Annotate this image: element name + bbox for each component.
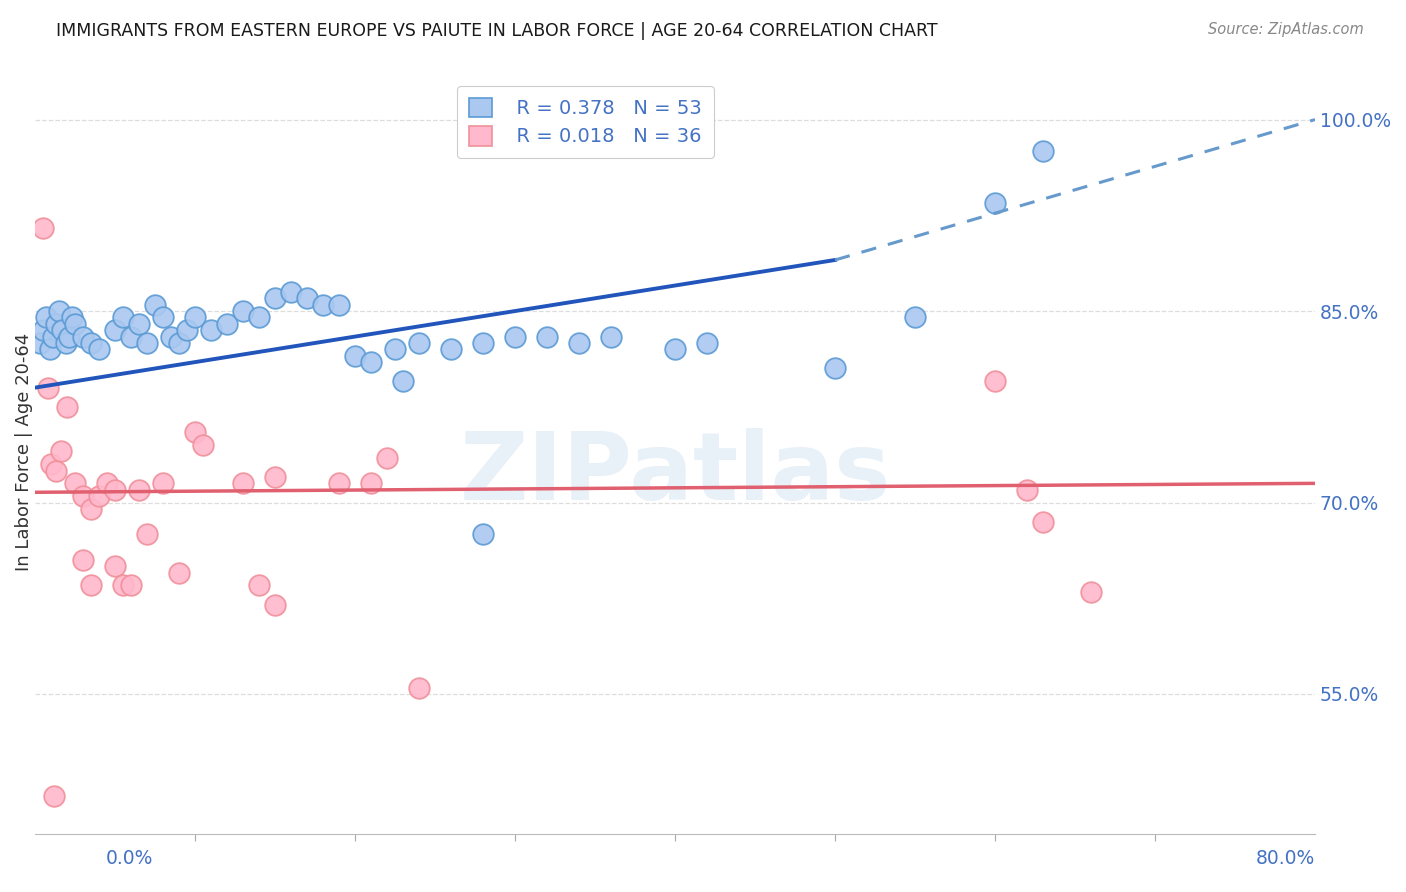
Point	[136, 527, 159, 541]
Point	[28, 335, 51, 350]
Point	[63, 476, 86, 491]
Point	[56, 400, 79, 414]
Point	[49, 444, 72, 458]
Point	[184, 310, 207, 325]
Point	[58, 329, 80, 343]
Point	[45, 317, 67, 331]
Point	[60, 310, 83, 325]
Text: Source: ZipAtlas.com: Source: ZipAtlas.com	[1208, 22, 1364, 37]
Point	[37, 381, 59, 395]
Point	[408, 335, 430, 350]
Point	[80, 335, 103, 350]
Point	[264, 470, 287, 484]
Point	[120, 578, 142, 592]
Point	[112, 310, 135, 325]
Point	[152, 476, 174, 491]
Point	[328, 298, 350, 312]
Point	[48, 304, 70, 318]
Point	[904, 310, 927, 325]
Point	[41, 329, 63, 343]
Point	[72, 329, 94, 343]
Point	[600, 329, 623, 343]
Point	[1080, 585, 1102, 599]
Point	[824, 361, 846, 376]
Point	[104, 323, 127, 337]
Point	[120, 329, 142, 343]
Point	[984, 195, 1007, 210]
Point	[232, 476, 254, 491]
Point	[664, 343, 686, 357]
Point	[128, 317, 150, 331]
Point	[96, 476, 118, 491]
Point	[152, 310, 174, 325]
Point	[72, 489, 94, 503]
Text: IMMIGRANTS FROM EASTERN EUROPE VS PAIUTE IN LABOR FORCE | AGE 20-64 CORRELATION : IMMIGRANTS FROM EASTERN EUROPE VS PAIUTE…	[56, 22, 938, 40]
Point	[191, 438, 214, 452]
Point	[51, 323, 73, 337]
Point	[247, 310, 270, 325]
Point	[280, 285, 302, 299]
Point	[384, 343, 406, 357]
Point	[112, 578, 135, 592]
Point	[696, 335, 718, 350]
Legend:   R = 0.378   N = 53,   R = 0.018   N = 36: R = 0.378 N = 53, R = 0.018 N = 36	[457, 86, 713, 158]
Point	[80, 502, 103, 516]
Point	[295, 291, 318, 305]
Point	[392, 374, 415, 388]
Point	[38, 343, 60, 357]
Text: 80.0%: 80.0%	[1256, 849, 1315, 868]
Point	[167, 566, 190, 580]
Point	[984, 374, 1007, 388]
Point	[87, 343, 110, 357]
Point	[375, 450, 398, 465]
Point	[1032, 515, 1054, 529]
Point	[55, 335, 77, 350]
Point	[143, 298, 166, 312]
Point	[35, 310, 58, 325]
Point	[104, 483, 127, 497]
Point	[200, 323, 222, 337]
Point	[44, 789, 66, 803]
Point	[32, 323, 55, 337]
Point	[176, 323, 198, 337]
Point	[1032, 145, 1054, 159]
Point	[264, 291, 287, 305]
Point	[264, 598, 287, 612]
Point	[1015, 483, 1038, 497]
Point	[440, 343, 463, 357]
Point	[167, 335, 190, 350]
Point	[247, 578, 270, 592]
Point	[536, 329, 558, 343]
Point	[408, 681, 430, 695]
Point	[72, 553, 94, 567]
Point	[312, 298, 335, 312]
Point	[39, 457, 62, 471]
Point	[32, 221, 55, 235]
Text: ZIPatlas: ZIPatlas	[460, 428, 891, 520]
Point	[217, 317, 239, 331]
Point	[360, 355, 382, 369]
Y-axis label: In Labor Force | Age 20-64: In Labor Force | Age 20-64	[15, 333, 32, 571]
Point	[503, 329, 526, 343]
Point	[184, 425, 207, 440]
Point	[344, 349, 367, 363]
Point	[360, 476, 382, 491]
Point	[328, 476, 350, 491]
Point	[128, 483, 150, 497]
Point	[104, 559, 127, 574]
Point	[472, 335, 495, 350]
Point	[87, 489, 110, 503]
Point	[45, 464, 67, 478]
Point	[568, 335, 591, 350]
Point	[160, 329, 183, 343]
Point	[136, 335, 159, 350]
Point	[63, 317, 86, 331]
Text: 0.0%: 0.0%	[105, 849, 153, 868]
Point	[80, 578, 103, 592]
Point	[232, 304, 254, 318]
Point	[472, 527, 495, 541]
